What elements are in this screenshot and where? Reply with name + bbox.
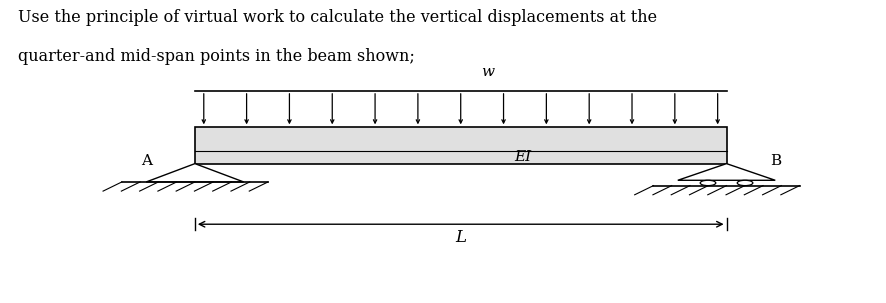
Bar [195, 127, 727, 164]
Text: w: w [481, 65, 494, 79]
Text: EI: EI [514, 150, 532, 164]
Circle shape [700, 180, 716, 186]
Text: Use the principle of virtual work to calculate the vertical displacements at the: Use the principle of virtual work to cal… [18, 9, 657, 26]
Polygon shape [146, 164, 244, 182]
Text: L: L [455, 229, 466, 246]
Text: quarter-and mid-span points in the beam shown;: quarter-and mid-span points in the beam … [18, 48, 415, 65]
Text: B: B [770, 154, 781, 168]
Polygon shape [678, 164, 775, 180]
Circle shape [737, 180, 753, 186]
Text: A: A [141, 154, 152, 168]
